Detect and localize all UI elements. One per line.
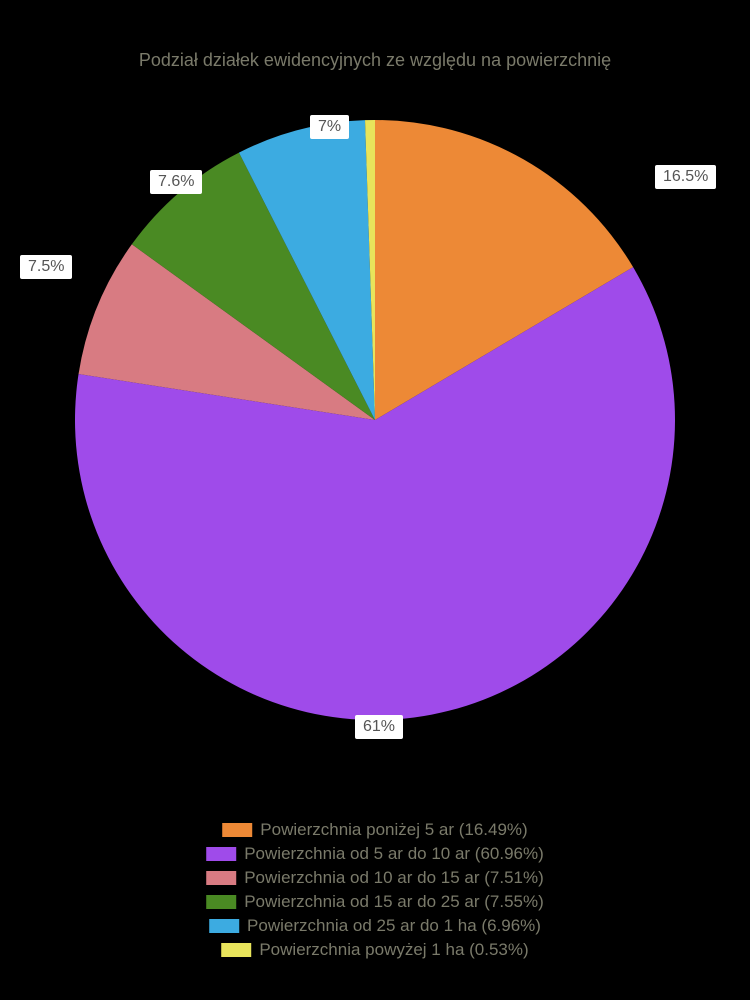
legend-item: Powierzchnia od 5 ar do 10 ar (60.96%) — [206, 844, 544, 864]
legend-item: Powierzchnia powyżej 1 ha (0.53%) — [221, 940, 528, 960]
legend-text: Powierzchnia poniżej 5 ar (16.49%) — [260, 820, 527, 840]
legend-item: Powierzchnia poniżej 5 ar (16.49%) — [222, 820, 527, 840]
legend-swatch — [206, 895, 236, 909]
pie-chart-container: 16.5%61%7.5%7.6%7% — [75, 120, 675, 720]
slice-label: 61% — [355, 715, 403, 739]
slice-label: 7.5% — [20, 255, 72, 279]
legend-swatch — [206, 847, 236, 861]
legend-swatch — [206, 871, 236, 885]
slice-label: 7% — [310, 115, 349, 139]
legend-swatch — [222, 823, 252, 837]
legend-item: Powierzchnia od 10 ar do 15 ar (7.51%) — [206, 868, 544, 888]
legend-item: Powierzchnia od 15 ar do 25 ar (7.55%) — [206, 892, 544, 912]
slice-label: 16.5% — [655, 165, 716, 189]
legend-text: Powierzchnia od 25 ar do 1 ha (6.96%) — [247, 916, 541, 936]
legend-text: Powierzchnia od 10 ar do 15 ar (7.51%) — [244, 868, 544, 888]
legend-text: Powierzchnia od 5 ar do 10 ar (60.96%) — [244, 844, 544, 864]
legend-item: Powierzchnia od 25 ar do 1 ha (6.96%) — [209, 916, 541, 936]
legend-swatch — [209, 919, 239, 933]
chart-legend: Powierzchnia poniżej 5 ar (16.49%) Powier… — [206, 820, 544, 960]
legend-text: Powierzchnia od 15 ar do 25 ar (7.55%) — [244, 892, 544, 912]
pie-chart-svg — [75, 120, 675, 720]
legend-swatch — [221, 943, 251, 957]
slice-label: 7.6% — [150, 170, 202, 194]
legend-text: Powierzchnia powyżej 1 ha (0.53%) — [259, 940, 528, 960]
chart-title: Podział działek ewidencyjnych ze względu… — [139, 50, 611, 71]
